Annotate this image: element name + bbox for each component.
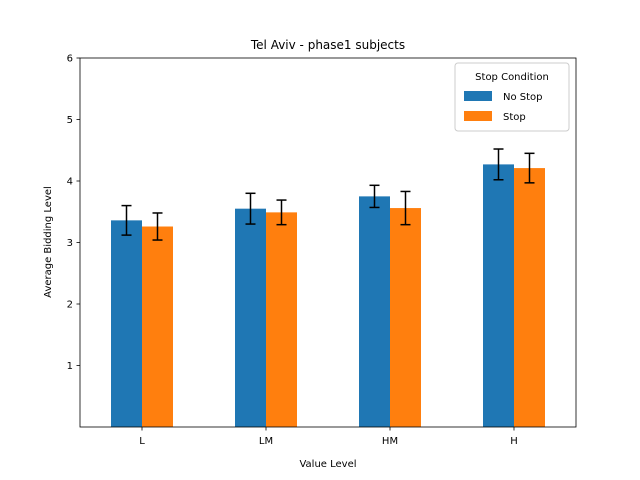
x-tick-label: LM	[259, 436, 273, 447]
x-axis-label: Value Level	[299, 459, 356, 470]
y-tick-label: 5	[67, 115, 73, 126]
bar-stop-hm	[390, 208, 421, 427]
plot-area	[111, 148, 545, 427]
bar-stop-l	[142, 226, 173, 427]
legend-label-no-stop: No Stop	[503, 92, 543, 103]
error-bar	[400, 190, 411, 226]
legend-swatch-no-stop	[464, 91, 492, 101]
chart-title: Tel Aviv - phase1 subjects	[250, 38, 405, 52]
x-tick-label: H	[510, 436, 518, 447]
legend-title: Stop Condition	[475, 72, 549, 83]
error-bar	[276, 199, 287, 226]
x-tick-label: HM	[382, 436, 398, 447]
error-bar	[493, 148, 504, 181]
bar-stop-lm	[266, 212, 297, 427]
x-tick-label: L	[139, 436, 145, 447]
bar-stop-h	[514, 168, 545, 427]
bar-no-stop-lm	[235, 208, 266, 427]
error-bar	[245, 192, 256, 225]
axes: 1 2 3 4 5 6 L LM HM H	[67, 54, 577, 447]
error-bar	[369, 184, 380, 209]
y-tick-label: 6	[67, 54, 73, 65]
y-axis-label: Average Bidding Level	[43, 186, 54, 298]
bar-no-stop-h	[483, 164, 514, 427]
y-tick-label: 2	[67, 300, 73, 311]
legend-swatch-stop	[464, 111, 492, 121]
legend-label-stop: Stop	[503, 112, 526, 123]
error-bar	[524, 152, 535, 184]
legend: Stop Condition No Stop Stop	[454, 62, 570, 132]
error-bar	[152, 212, 163, 241]
error-bar	[121, 204, 132, 236]
bar-no-stop-hm	[359, 196, 390, 427]
bar-no-stop-l	[111, 220, 142, 427]
y-tick-label: 1	[67, 361, 73, 372]
y-tick-label: 4	[67, 177, 73, 188]
y-tick-label: 3	[67, 238, 73, 249]
